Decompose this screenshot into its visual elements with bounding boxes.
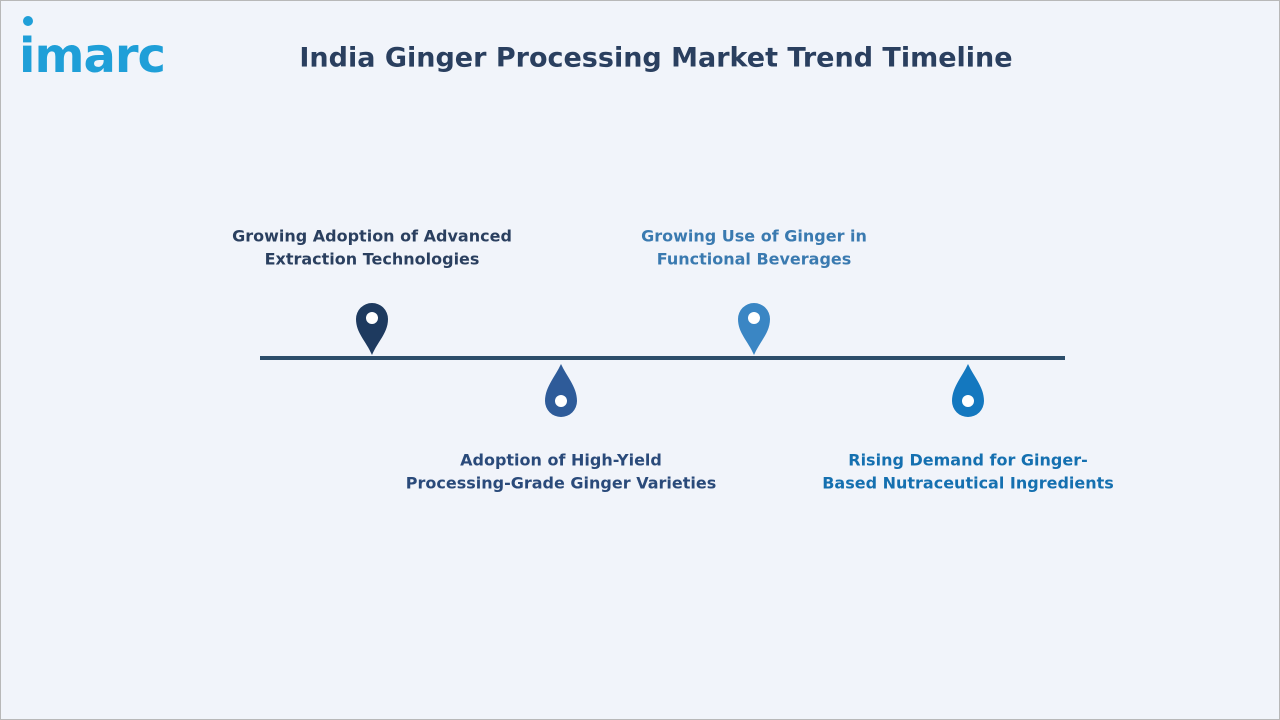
event-label: Processing-Grade Ginger Varieties — [406, 474, 716, 493]
drop-marker — [952, 364, 984, 417]
pin-hole — [748, 312, 760, 324]
pin-marker — [738, 303, 770, 355]
event-label: Extraction Technologies — [265, 250, 480, 269]
event-label: Adoption of High-Yield — [460, 451, 662, 470]
logo: imarc — [19, 28, 165, 84]
event-label: Functional Beverages — [657, 250, 852, 269]
logo-dot — [23, 16, 33, 26]
drop-marker — [545, 364, 577, 417]
event-label: Rising Demand for Ginger- — [848, 451, 1088, 470]
event-label: Growing Use of Ginger in — [641, 227, 867, 246]
event-label: Based Nutraceutical Ingredients — [822, 474, 1114, 493]
drop-hole — [962, 395, 974, 407]
drop-hole — [555, 395, 567, 407]
pin-hole — [366, 312, 378, 324]
pin-marker — [356, 303, 388, 355]
event-label: Growing Adoption of Advanced — [232, 227, 512, 246]
title: India Ginger Processing Market Trend Tim… — [299, 43, 1012, 74]
